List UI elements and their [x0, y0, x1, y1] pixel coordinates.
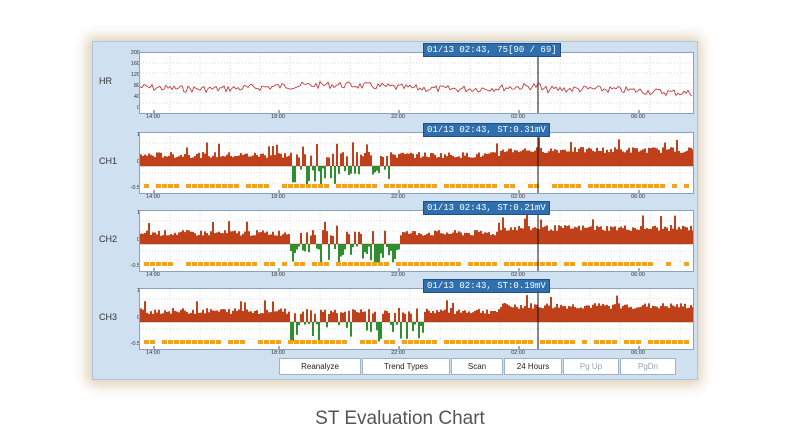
event-bar: [144, 262, 689, 266]
st-trend-plot[interactable]: [139, 288, 694, 350]
st-readout: 01/13 02:43, ST:0.31mV: [423, 123, 550, 137]
y-tick-label: 1: [124, 210, 140, 216]
x-tick-label: 18:00: [271, 350, 285, 356]
channel-hr: HR 200 160 120 80 40 0 01/13 02:43, 75[9…: [93, 43, 697, 122]
x-tick-label: 14:00: [146, 114, 160, 120]
x-tick-label: 06:00: [631, 194, 645, 200]
y-tick-label: 40: [133, 94, 140, 100]
y-tick-label: -0.5: [130, 263, 140, 269]
trend-types-button[interactable]: Trend Types: [362, 358, 450, 375]
hr-readout: 01/13 02:43, 75[90 / 69]: [423, 43, 561, 57]
y-tick-label: 0: [124, 159, 140, 165]
y-tick-label: 1: [124, 288, 140, 294]
x-tick-label: 02:00: [511, 272, 525, 278]
y-tick-label: 0: [124, 315, 140, 321]
24-hours-button[interactable]: 24 Hours: [504, 358, 562, 375]
x-tick-label: 02:00: [511, 194, 525, 200]
st-bars: [140, 137, 693, 186]
event-bar: [144, 340, 689, 344]
st-trend-plot[interactable]: [139, 132, 694, 194]
st-bars: [140, 215, 693, 264]
event-bar: [144, 184, 689, 188]
y-tick-label: 200: [130, 50, 140, 56]
x-tick-label: 06:00: [631, 350, 645, 356]
y-tick-label: 80: [133, 83, 140, 89]
channel-ch2: CH2 1 0 -0.5 01/13 02:43, ST:0.21mV 14:0…: [93, 201, 697, 280]
x-tick-label: 02:00: [511, 350, 525, 356]
channel-ch3: CH3 1 0 -0.5 01/13 02:43, ST:0.19mV 14:0…: [93, 279, 697, 358]
st-trend-plot[interactable]: [139, 210, 694, 272]
figure-caption: ST Evaluation Chart: [315, 408, 485, 429]
x-tick-label: 22:00: [391, 114, 405, 120]
x-tick-label: 14:00: [146, 350, 160, 356]
x-tick-label: 18:00: [271, 272, 285, 278]
channel-label: CH2: [99, 234, 118, 244]
page-up-button[interactable]: Pg Up: [563, 358, 619, 375]
scan-button[interactable]: Scan: [451, 358, 503, 375]
st-readout: 01/13 02:43, ST:0.19mV: [423, 279, 550, 293]
x-tick-label: 14:00: [146, 194, 160, 200]
y-tick-label: 0: [124, 105, 140, 111]
page-down-button[interactable]: PgDn: [620, 358, 676, 375]
y-tick-label: 1: [124, 132, 140, 138]
reanalyze-button[interactable]: Reanalyze: [279, 358, 361, 375]
channel-label: HR: [99, 76, 112, 86]
y-tick-label: -0.5: [130, 341, 140, 347]
y-tick-label: -0.5: [130, 185, 140, 191]
st-readout: 01/13 02:43, ST:0.21mV: [423, 201, 550, 215]
y-tick-label: 160: [130, 61, 140, 67]
x-tick-label: 18:00: [271, 194, 285, 200]
hr-trend-line: [140, 80, 693, 97]
grid: [140, 53, 693, 113]
st-evaluation-panel: HR 200 160 120 80 40 0 01/13 02:43, 75[9…: [92, 41, 698, 380]
x-tick-label: 06:00: [631, 114, 645, 120]
channel-ch1: CH1 1 0 -0.5 01/13 02:43, ST:0.31mV 14:0…: [93, 123, 697, 202]
y-tick-label: 0: [124, 237, 140, 243]
x-tick-label: 22:00: [391, 350, 405, 356]
st-bars: [140, 295, 693, 342]
channel-label: CH1: [99, 156, 118, 166]
channel-label: CH3: [99, 312, 118, 322]
y-tick-label: 120: [130, 72, 140, 78]
x-tick-label: 06:00: [631, 272, 645, 278]
hr-trend-plot[interactable]: [139, 52, 694, 114]
x-tick-label: 18:00: [271, 114, 285, 120]
x-tick-label: 14:00: [146, 272, 160, 278]
x-tick-label: 02:00: [511, 114, 525, 120]
x-tick-label: 22:00: [391, 194, 405, 200]
x-tick-label: 22:00: [391, 272, 405, 278]
